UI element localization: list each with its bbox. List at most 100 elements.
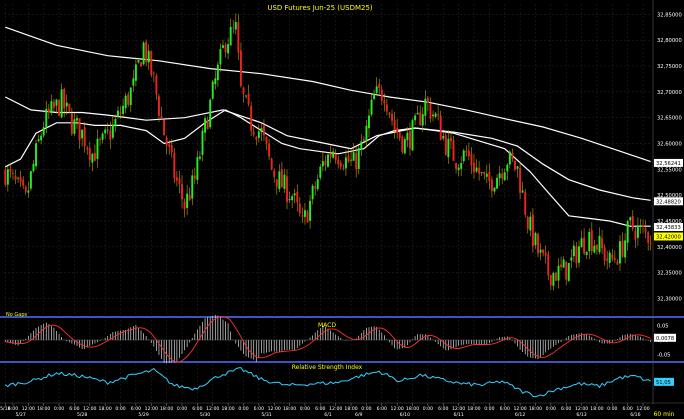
candle-body[interactable] <box>152 72 155 74</box>
candle-body[interactable] <box>4 169 7 185</box>
candle-body[interactable] <box>91 153 94 163</box>
candle-body[interactable] <box>232 27 235 29</box>
candle-body[interactable] <box>483 171 486 175</box>
candle-body[interactable] <box>593 245 596 253</box>
candle-body[interactable] <box>465 150 468 153</box>
candle-body[interactable] <box>360 141 363 150</box>
candle-body[interactable] <box>378 84 381 89</box>
candle-body[interactable] <box>216 64 219 81</box>
candle-body[interactable] <box>211 81 214 99</box>
candle-body[interactable] <box>65 102 68 107</box>
candle-body[interactable] <box>554 272 557 281</box>
candle-body[interactable] <box>362 139 365 142</box>
candle-body[interactable] <box>227 44 230 54</box>
candle-body[interactable] <box>352 152 355 161</box>
candle-body[interactable] <box>252 131 255 135</box>
candle-body[interactable] <box>278 171 281 190</box>
candle-body[interactable] <box>393 120 396 130</box>
candle-body[interactable] <box>296 191 299 203</box>
candle-body[interactable] <box>186 193 189 208</box>
candle-body[interactable] <box>411 120 414 151</box>
candle-body[interactable] <box>283 174 286 189</box>
candle-body[interactable] <box>485 173 488 177</box>
candle-body[interactable] <box>134 64 137 81</box>
candle-body[interactable] <box>109 130 112 140</box>
candle-body[interactable] <box>175 177 178 181</box>
candle-body[interactable] <box>327 154 329 167</box>
candle-body[interactable] <box>647 232 650 243</box>
candle-body[interactable] <box>83 127 86 147</box>
candle-body[interactable] <box>498 173 501 179</box>
candle-body[interactable] <box>539 249 542 253</box>
candle-body[interactable] <box>47 108 50 113</box>
candle-body[interactable] <box>478 167 481 174</box>
candle-body[interactable] <box>298 203 301 214</box>
candle-body[interactable] <box>526 217 529 229</box>
candle-body[interactable] <box>542 249 545 254</box>
candle-body[interactable] <box>429 103 432 119</box>
candle-body[interactable] <box>519 168 522 193</box>
candle-body[interactable] <box>375 86 378 93</box>
candle-body[interactable] <box>529 216 532 231</box>
candle-body[interactable] <box>447 138 450 158</box>
candle-body[interactable] <box>86 147 89 150</box>
candle-body[interactable] <box>634 230 637 240</box>
candle-body[interactable] <box>173 152 176 179</box>
candle-body[interactable] <box>455 163 458 169</box>
candle-body[interactable] <box>104 129 107 134</box>
candle-body[interactable] <box>60 89 63 118</box>
candle-body[interactable] <box>245 95 247 97</box>
candle-body[interactable] <box>178 178 181 185</box>
candle-body[interactable] <box>380 89 383 101</box>
candle-body[interactable] <box>639 225 642 227</box>
candle-body[interactable] <box>19 176 22 182</box>
candle-body[interactable] <box>370 99 373 115</box>
candle-body[interactable] <box>58 100 61 116</box>
candle-body[interactable] <box>140 62 142 67</box>
candle-body[interactable] <box>442 135 445 139</box>
candle-body[interactable] <box>99 139 102 140</box>
candle-body[interactable] <box>303 210 306 217</box>
candle-body[interactable] <box>649 243 652 245</box>
candle-body[interactable] <box>183 201 186 210</box>
candle-body[interactable] <box>467 150 470 157</box>
candle-body[interactable] <box>603 247 606 261</box>
candle-body[interactable] <box>496 177 499 189</box>
candle-body[interactable] <box>170 145 173 153</box>
candle-body[interactable] <box>350 159 353 161</box>
candle-body[interactable] <box>286 176 288 203</box>
candle-body[interactable] <box>401 136 404 152</box>
candle-body[interactable] <box>406 132 409 141</box>
candle-body[interactable] <box>570 257 573 261</box>
candle-body[interactable] <box>475 167 478 172</box>
candle-body[interactable] <box>319 166 322 178</box>
candle-body[interactable] <box>601 238 604 249</box>
candle-body[interactable] <box>17 177 20 179</box>
candle-body[interactable] <box>35 143 37 167</box>
candle-body[interactable] <box>385 104 388 112</box>
candle-body[interactable] <box>40 135 43 141</box>
candle-body[interactable] <box>111 124 114 138</box>
candle-body[interactable] <box>73 119 76 134</box>
candle-body[interactable] <box>209 99 212 128</box>
candle-body[interactable] <box>514 160 516 170</box>
candle-body[interactable] <box>449 137 452 142</box>
candle-body[interactable] <box>439 115 442 141</box>
candle-body[interactable] <box>198 156 201 159</box>
candle-body[interactable] <box>409 131 411 149</box>
candle-body[interactable] <box>562 259 565 268</box>
candle-body[interactable] <box>142 42 145 65</box>
candle-body[interactable] <box>37 139 40 142</box>
candle-body[interactable] <box>521 190 524 193</box>
candle-body[interactable] <box>626 220 629 243</box>
candle-body[interactable] <box>493 187 496 192</box>
candle-body[interactable] <box>332 151 335 158</box>
candle-body[interactable] <box>160 115 163 119</box>
candle-body[interactable] <box>490 179 493 192</box>
candle-body[interactable] <box>260 127 263 132</box>
candle-body[interactable] <box>222 45 224 48</box>
candle-body[interactable] <box>473 162 475 173</box>
candle-body[interactable] <box>419 112 422 126</box>
candle-body[interactable] <box>101 133 104 140</box>
